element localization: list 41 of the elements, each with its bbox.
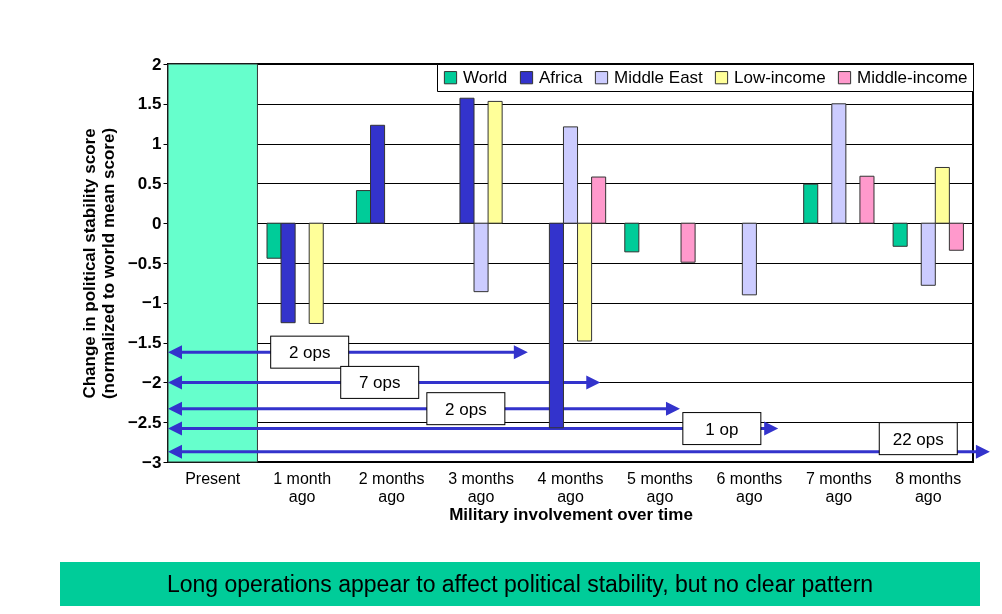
x-tick-label: 3 months ago	[448, 469, 514, 505]
y-tick-label: −0.5	[127, 253, 162, 273]
y-tick-label: 2	[152, 54, 162, 74]
y-tick-label: 0	[152, 213, 162, 233]
x-tick-label: 7 months ago	[805, 469, 872, 505]
bar	[741, 222, 757, 296]
legend-label: Africa	[539, 67, 583, 87]
legend-label: Middle East	[614, 67, 704, 87]
bar	[859, 175, 875, 224]
annotation: 22 ops	[892, 429, 944, 449]
x-tick-label: 5 months ago	[627, 469, 693, 505]
annotation: 7 ops	[358, 373, 401, 393]
y-tick-label: 1	[152, 134, 162, 154]
x-tick-label: 4 months ago	[537, 469, 604, 505]
legend-label: Middle-income	[857, 67, 968, 87]
x-tick-label: 6 months ago	[716, 469, 783, 505]
text: Long operations appear to affect political stability, but no clear pattern	[60, 562, 980, 606]
bar	[831, 103, 847, 224]
y-tick-label: −1	[142, 293, 162, 313]
legend-label: Low-income	[734, 67, 826, 87]
legend-label: World	[463, 67, 508, 87]
y-axis-title: Change in political stability score (normalized to world mean score)	[79, 127, 118, 400]
y-tick-label: −3	[142, 452, 162, 472]
bar	[892, 222, 908, 247]
x-tick-label: 1 month ago	[273, 469, 332, 505]
bar	[680, 222, 696, 263]
annotation: 2 ops	[445, 399, 487, 419]
annotation: 2 ops	[288, 343, 331, 363]
y-tick-label: −2.5	[127, 412, 162, 432]
x-axis-title: Military involvement over time	[449, 504, 693, 524]
y-tick-label: 1.5	[137, 94, 162, 114]
y-tick-label: −1.5	[127, 333, 162, 353]
bar	[803, 183, 819, 224]
y-tick-label: −2	[142, 372, 162, 392]
bar	[624, 222, 640, 253]
x-tick-label: Present	[185, 469, 241, 487]
y-tick-label: 0.5	[137, 173, 162, 193]
annotation: 1 op	[705, 419, 739, 439]
x-tick-label: 8 months ago	[895, 469, 962, 505]
x-tick-label: 2 months ago	[358, 469, 425, 505]
bar	[308, 222, 324, 324]
